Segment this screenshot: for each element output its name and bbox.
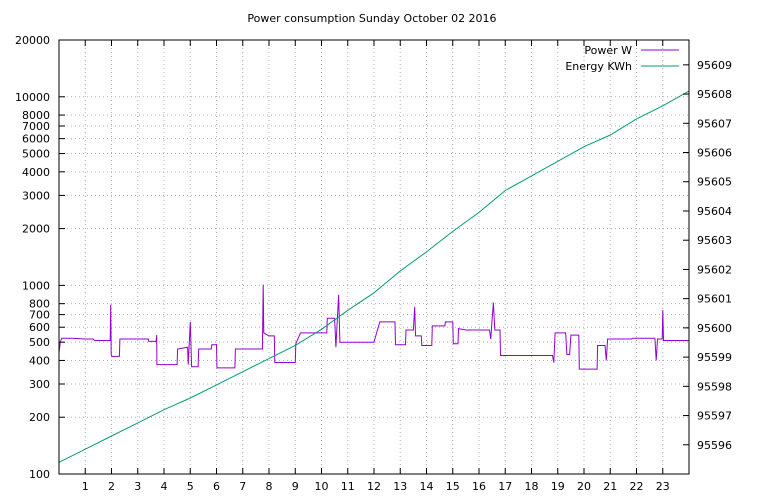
- y-left-tick-label: 1000: [22, 279, 50, 292]
- x-tick-label: 3: [134, 480, 141, 493]
- y-right-tick-label: 95604: [697, 205, 732, 218]
- x-tick-label: 7: [239, 480, 246, 493]
- x-tick-label: 4: [161, 480, 168, 493]
- y-left-tick-label: 3000: [22, 189, 50, 202]
- y-left-tick-label: 2000: [22, 223, 50, 236]
- y-right-tick-label: 95605: [697, 176, 732, 189]
- x-tick-label: 13: [393, 480, 407, 493]
- y-right-tick-label: 95601: [697, 293, 732, 306]
- y-left-tick-label: 8000: [22, 109, 50, 122]
- x-tick-label: 10: [315, 480, 329, 493]
- y-left-tick-label: 500: [29, 336, 50, 349]
- x-tick-label: 2: [108, 480, 115, 493]
- x-tick-label: 5: [187, 480, 194, 493]
- legend: Power W Energy KWh: [565, 44, 679, 73]
- x-tick-label: 9: [292, 480, 299, 493]
- x-tick-label: 14: [420, 480, 434, 493]
- y-left-tick-label: 4000: [22, 166, 50, 179]
- y-right-tick-label: 95598: [697, 380, 732, 393]
- y-left-tick-label: 6000: [22, 133, 50, 146]
- y-left-tick-label: 800: [29, 298, 50, 311]
- y-left-tick-label: 20000: [15, 34, 50, 47]
- y-right-tick-label: 95599: [697, 351, 732, 364]
- chart-title: Power consumption Sunday October 02 2016: [247, 12, 496, 25]
- x-tick-label: 18: [525, 480, 539, 493]
- x-tick-label: 23: [656, 480, 670, 493]
- grid: [59, 40, 689, 474]
- energy-kwh-series-line: [58, 90, 690, 463]
- series-layer: [58, 90, 690, 463]
- x-tick-label: 12: [367, 480, 381, 493]
- x-tick-label: 21: [603, 480, 617, 493]
- y-right-tick-label: 95608: [697, 88, 732, 101]
- y-right-tick-label: 95609: [697, 59, 732, 72]
- y-left-tick-label: 5000: [22, 148, 50, 161]
- y-right-tick-label: 95597: [697, 410, 732, 423]
- x-tick-label: 16: [472, 480, 486, 493]
- x-tick-label: 22: [630, 480, 644, 493]
- y-left-tick-label: 100: [29, 468, 50, 481]
- x-tick-label: 20: [577, 480, 591, 493]
- y-right-tick-label: 95602: [697, 263, 732, 276]
- y-left-tick-label: 400: [29, 354, 50, 367]
- y-left-tick-label: 200: [29, 411, 50, 424]
- y-right-tick-label: 95600: [697, 322, 732, 335]
- x-tick-label: 11: [341, 480, 355, 493]
- axis-ticks: [59, 39, 689, 475]
- x-tick-label: 8: [266, 480, 273, 493]
- legend-label: Energy KWh: [565, 60, 632, 73]
- y-left-tick-label: 700: [29, 309, 50, 322]
- x-tick-label: 15: [446, 480, 460, 493]
- x-tick-label: 19: [551, 480, 565, 493]
- y-left-tick-label: 600: [29, 321, 50, 334]
- legend-label: Power W: [584, 44, 632, 57]
- y-right-tick-label: 95603: [697, 234, 732, 247]
- x-tick-label: 1: [82, 480, 89, 493]
- power-w-series-line: [58, 284, 689, 370]
- y-right-tick-label: 95596: [697, 439, 732, 452]
- y-left-tick-label: 10000: [15, 91, 50, 104]
- y-left-tick-label: 7000: [22, 120, 50, 133]
- y-left-tick-label: 300: [29, 378, 50, 391]
- x-tick-label: 17: [498, 480, 512, 493]
- x-tick-label: 6: [213, 480, 220, 493]
- y-right-tick-label: 95607: [697, 117, 732, 130]
- y-right-tick-label: 95606: [697, 147, 732, 160]
